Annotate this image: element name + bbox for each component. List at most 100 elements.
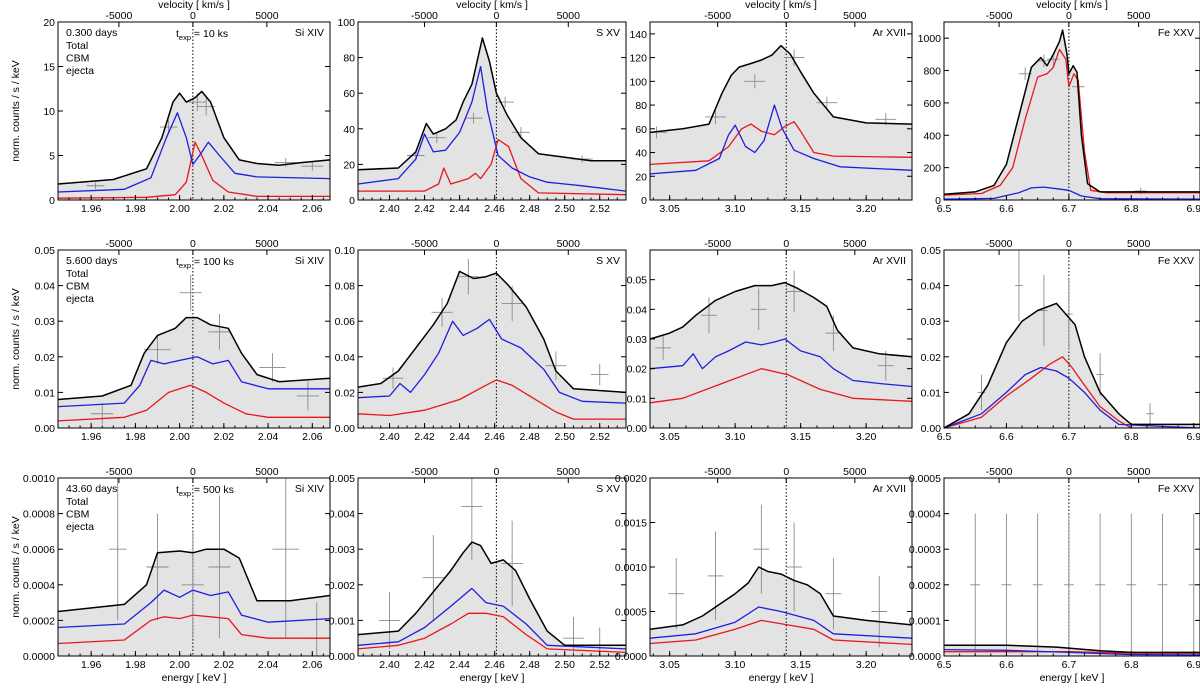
line-name-label: Si XIV [295, 483, 324, 495]
total-model-fill [944, 30, 1200, 200]
y-tick-label: 0.0001 [909, 615, 941, 627]
data-point [1096, 353, 1104, 396]
legend-total: Total [66, 40, 88, 52]
total-model-line [944, 302, 1200, 428]
y-tick-label: 0.00 [921, 423, 942, 435]
data-point [512, 127, 530, 138]
y-tick-label: 0.000 [329, 651, 355, 663]
data-point [144, 335, 171, 364]
x-top-axis-label: velocity [ km/s ] [456, 0, 528, 11]
y-tick-label: 140 [629, 29, 647, 41]
cbm-model-line [944, 48, 1200, 196]
v-tick-label: 0 [493, 466, 499, 478]
total-model-line [58, 316, 330, 401]
x-tick-label: 2.02 [214, 431, 235, 443]
v-tick-label: -5000 [105, 238, 132, 250]
v-tick-label: 0 [783, 466, 789, 478]
data-point [1095, 513, 1106, 656]
x-tick-label: 6.6 [999, 431, 1014, 443]
ejecta-model-line [650, 338, 912, 388]
total-model-fill [358, 271, 626, 428]
y-tick-label: 10 [43, 106, 55, 118]
x-tick-label: 2.06 [302, 203, 323, 215]
x-tick-label: 2.40 [379, 659, 400, 671]
x-tick-label: 2.42 [414, 203, 435, 215]
total-model-line [944, 644, 1200, 654]
data-point [259, 353, 286, 382]
data-point [422, 534, 444, 621]
data-point [1157, 513, 1168, 656]
data-point [783, 49, 805, 66]
line-name-label: S XV [596, 483, 620, 495]
total-model-fill [944, 303, 1200, 428]
v-tick-label: 5000 [557, 238, 581, 250]
y-tick-label: 120 [629, 53, 647, 65]
plot-area [58, 250, 330, 428]
cbm-model-line [58, 614, 330, 645]
x-tick-label: 2.52 [590, 431, 611, 443]
legend-total: Total [66, 268, 88, 280]
x-tick-label: 6.7 [1062, 659, 1077, 671]
cbm-model-line [358, 612, 626, 654]
ejecta-model-line [650, 104, 912, 175]
y-tick-label: 0.04 [921, 281, 942, 293]
x-tick-label: 3.10 [725, 659, 746, 671]
x-tick-label: 2.02 [214, 203, 235, 215]
panel-frame [357, 21, 627, 201]
data-point [590, 363, 609, 386]
y-tick-label: 40 [343, 124, 355, 136]
data-point [382, 367, 404, 389]
epoch-label: 5.600 days [66, 255, 117, 267]
x-bottom-axis-label: energy [ keV ] [749, 672, 814, 684]
data-point [1146, 403, 1154, 425]
y-tick-label: 0.03 [627, 334, 648, 346]
plot-area [944, 22, 1200, 200]
plot-area [58, 22, 330, 200]
x-top-axis-label: velocity [ km/s ] [745, 0, 817, 11]
x-tick-label: 6.6 [999, 659, 1014, 671]
y-tick-label: 5 [49, 151, 55, 163]
total-model-line [358, 541, 626, 647]
data-point [86, 182, 105, 190]
x-tick-label: 2.52 [590, 203, 611, 215]
v-tick-label: -5000 [704, 466, 731, 478]
x-tick-label: 2.40 [379, 203, 400, 215]
v-tick-label: 0 [1066, 10, 1072, 22]
v-tick-label: 0 [783, 10, 789, 22]
y-tick-label: 0.001 [329, 615, 355, 627]
v-tick-label: -5000 [105, 466, 132, 478]
data-point [753, 504, 770, 594]
y-tick-label: 0.002 [329, 580, 355, 592]
x-tick-label: 2.06 [302, 659, 323, 671]
x-tick-label: 2.50 [554, 203, 575, 215]
v-tick-label: 0 [190, 238, 196, 250]
ejecta-model-line [58, 589, 330, 629]
v-tick-label: -5000 [986, 238, 1013, 250]
y-tick-label: 200 [923, 163, 941, 175]
panel-frame [57, 477, 331, 657]
v-tick-label: 0 [493, 238, 499, 250]
x-tick-label: 6.9 [1186, 659, 1200, 671]
v-tick-label: -5000 [704, 10, 731, 22]
x-tick-label: 1.96 [81, 203, 102, 215]
v-tick-label: 0 [190, 10, 196, 22]
x-tick-label: 6.9 [1186, 203, 1200, 215]
epoch-label: 43.60 days [66, 483, 117, 495]
data-point [464, 112, 483, 124]
cbm-model-line [58, 141, 330, 199]
v-tick-label: -5000 [411, 466, 438, 478]
line-name-label: Si XIV [295, 27, 324, 39]
plot-area [650, 478, 912, 656]
v-tick-label: 0 [783, 238, 789, 250]
ejecta-model-line [358, 65, 626, 192]
y-axis-label: norm. counts / s / keV [10, 288, 22, 390]
data-point [744, 74, 766, 89]
x-tick-label: 6.7 [1062, 431, 1077, 443]
y-tick-label: 0.0003 [909, 544, 941, 556]
y-tick-label: 0.01 [627, 393, 648, 405]
y-tick-label: 0.00 [35, 423, 56, 435]
cbm-model-line [358, 138, 626, 196]
plot-area [358, 22, 626, 200]
plot-area [944, 478, 1200, 656]
plot-area [944, 250, 1200, 428]
